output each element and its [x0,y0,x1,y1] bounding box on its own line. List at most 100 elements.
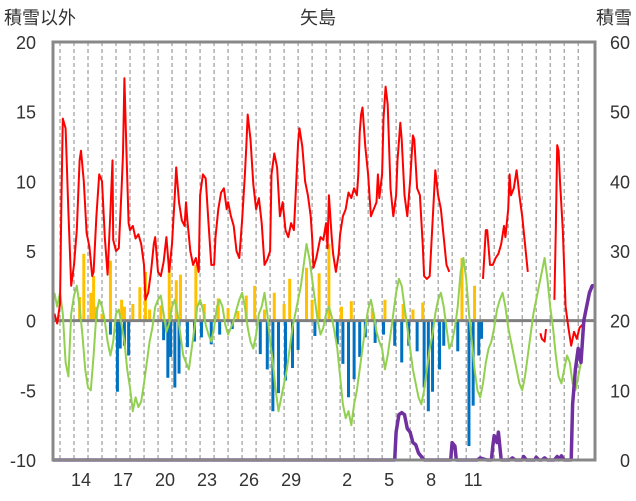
sunshine-bar [480,320,484,339]
left-axis-label: 積雪以外 [4,8,76,28]
right-tick-label: 30 [610,242,630,262]
precip-bar [148,309,152,321]
x-tick-label: 20 [155,470,175,490]
sunshine-bar [422,320,426,388]
sunshine-bar [313,320,317,336]
left-tick-label: 15 [16,103,36,123]
chart-title: 矢島 [300,8,336,28]
precip-bar [138,287,142,321]
plot-frame [51,40,597,462]
left-tick-label: 0 [26,312,36,332]
precip-bar [421,302,425,321]
precip-bar [92,276,96,321]
temp_max_d-line [553,144,584,347]
left-tick-label: 10 [16,172,36,192]
precip-bar [327,244,331,321]
sunshine-bar [169,320,173,357]
x-tick-label: 26 [239,470,259,490]
sunshine-bar [431,320,435,392]
sunshine-bar [162,320,166,341]
precip-bar [310,299,314,321]
plot-border [51,40,597,462]
x-tick-label: 23 [197,470,217,490]
sunshine-bar [173,320,177,388]
sunshine-bar [335,320,339,345]
sunshine-bar [373,320,377,343]
sunshine-bar [166,320,170,378]
precip-bar [122,306,126,321]
sunshine-bar [115,320,119,392]
precip-bar [236,310,240,321]
sunshine-bar [341,320,345,364]
precip-bar [370,308,374,321]
x-tick-label: 17 [113,470,133,490]
sunshine-bar [258,320,262,355]
sunshine-bar [276,320,280,394]
sunshine-bar [442,320,446,346]
precip-bar [473,285,477,321]
right-tick-label: 40 [610,172,630,192]
right-tick-label: 60 [610,33,630,53]
sunshine-bar [438,320,442,370]
precip-bar [226,308,230,321]
precip-bar [401,303,405,321]
right-axis-label: 積雪 [596,8,632,28]
precip-bar [288,278,292,321]
precip-bar [174,280,178,321]
precip-bar [317,273,321,321]
precip-bar [100,313,104,321]
precip-bar [253,285,257,321]
sunshine-bar [199,320,203,338]
precip-bar [82,253,86,321]
x-tick-label: 8 [426,470,436,490]
temp_max_b-line [482,169,529,279]
x-tick-label: 2 [342,470,352,490]
precip-bar [244,295,248,321]
x-tick-label: 11 [464,470,483,490]
right-tick-label: 10 [610,381,630,401]
plot-area [53,42,595,460]
vertical-grid [53,42,595,460]
sunshine-bar [122,320,126,346]
x-tick-label: 29 [281,470,301,490]
sunshine-bar [477,320,481,356]
sunshine-bar [382,320,386,335]
sunshine-bar [456,320,460,352]
precip-bar [89,292,93,321]
precip-bar [108,260,112,321]
left-tick-label: -10 [10,451,36,471]
left-tick-label: -5 [20,381,36,401]
temp_max_c-line [539,328,547,343]
precip-bar [282,303,286,321]
sunshine-bar [209,320,213,345]
sunshine-bar [290,320,294,369]
precip-bar [411,309,415,321]
sunshine-bar [108,320,112,335]
x-tick-label: 14 [71,470,91,490]
precip-bar [304,267,308,321]
precip-bar [194,264,198,321]
precip-bar [178,274,182,321]
temp_max-line [53,77,451,325]
sunshine-bar [127,320,131,356]
sunshine-bar [185,320,189,348]
left-tick-label: 20 [16,33,36,53]
sunshine-bar [352,320,356,380]
precip-bar [340,306,344,321]
left-tick-label: 5 [26,242,36,262]
right-tick-label: 0 [620,451,630,471]
precip-bar [262,309,266,321]
sunshine-bar [415,320,419,352]
sunshine-bar [358,320,362,357]
sunshine-bar [283,320,287,381]
precip-bar [349,301,353,321]
right-tick-label: 50 [610,103,630,123]
sunshine-bar [177,320,181,374]
sunshine-bar [118,320,122,349]
sunshine-bar [393,320,397,346]
right-tick-label: 20 [610,312,630,332]
sunshine-bar [265,320,269,370]
sunshine-bar [347,320,351,398]
